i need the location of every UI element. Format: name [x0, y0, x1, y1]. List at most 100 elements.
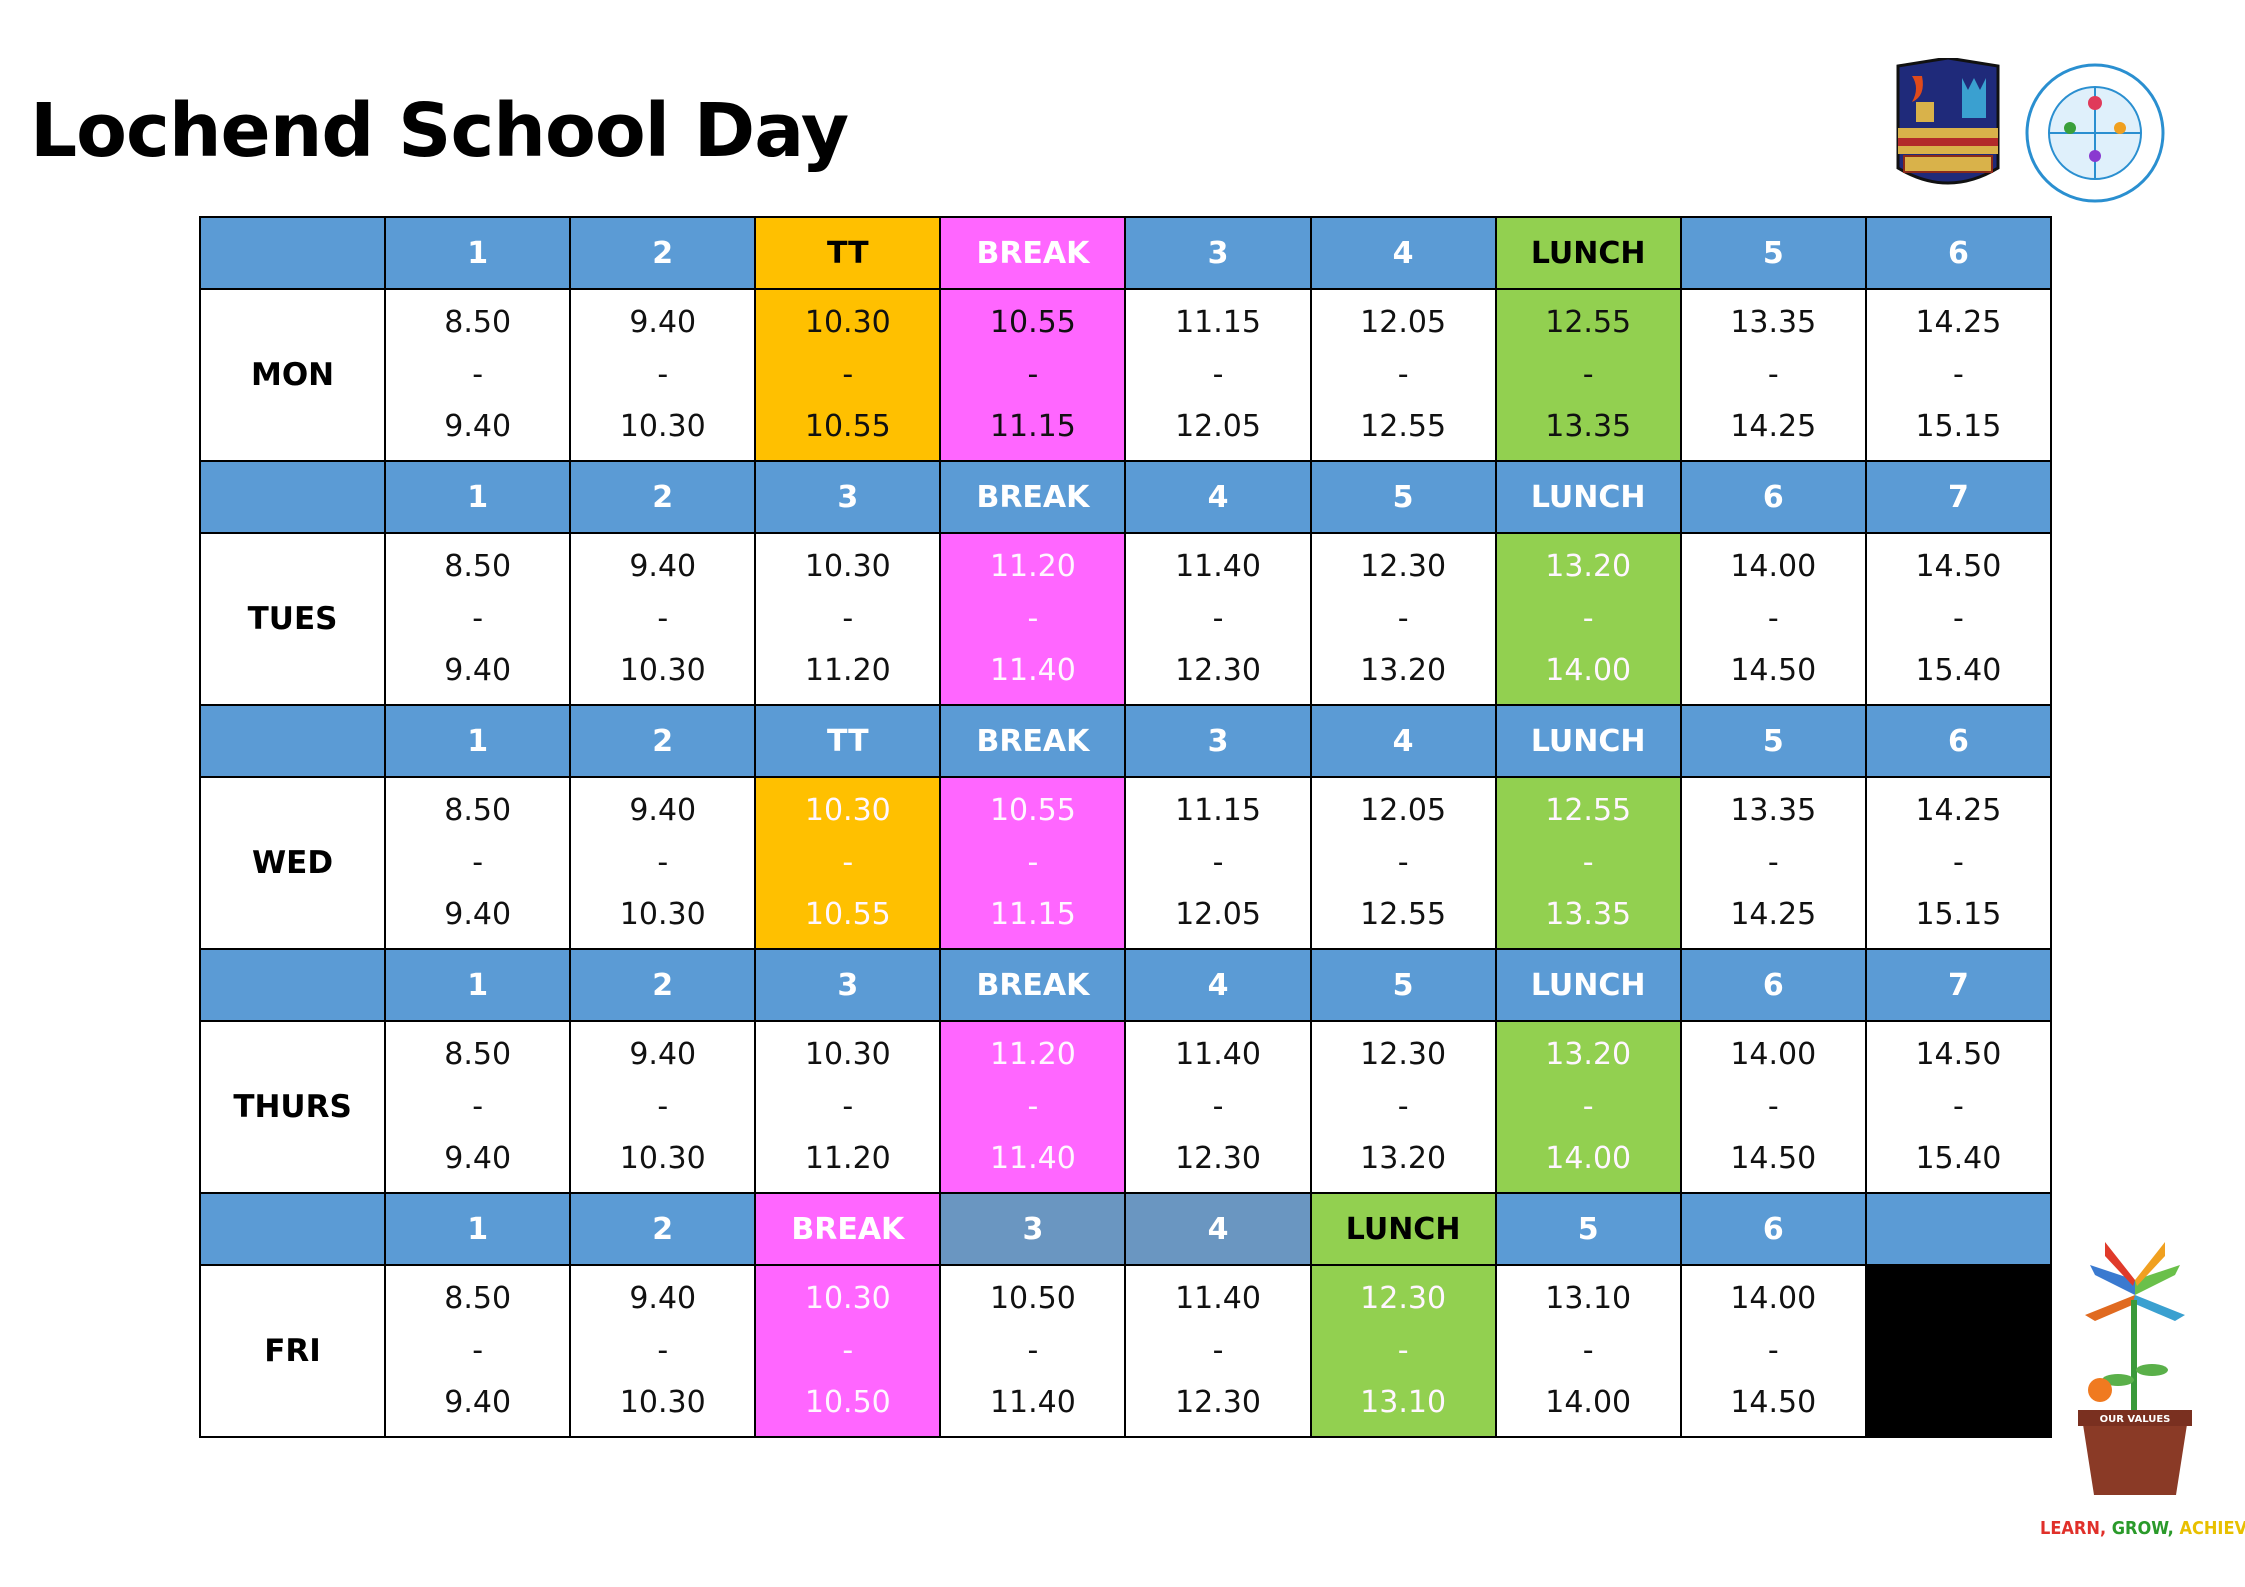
time-separator: -	[842, 601, 854, 636]
end-time: 9.40	[444, 897, 512, 932]
period-header-row: 1 2 TT BREAK 3 4 LUNCH 5 6	[198, 704, 2052, 778]
start-time: 12.05	[1360, 305, 1447, 340]
end-time: 12.05	[1175, 897, 1261, 932]
time-separator: -	[1582, 1089, 1594, 1124]
start-time: 11.20	[989, 549, 1076, 584]
start-time: 11.15	[1175, 793, 1261, 828]
period-time-cell: 13.35 - 14.25	[1679, 288, 1867, 462]
period-header-row: 1 2 TT BREAK 3 4 LUNCH 5 6	[198, 216, 2052, 290]
day-label: WED	[198, 776, 387, 950]
time-separator: -	[1952, 601, 1964, 636]
period-time-cell: 10.50 - 11.40	[939, 1264, 1127, 1438]
end-time: 12.30	[1175, 653, 1261, 688]
time-separator: -	[1212, 1089, 1224, 1124]
period-time-cell: 10.30 - 10.55	[754, 288, 942, 462]
time-separator: -	[842, 357, 854, 392]
time-separator: -	[1212, 1333, 1224, 1368]
timetable: 1 2 TT BREAK 3 4 LUNCH 5 6 MON 8.50-9.40 9.40-10.30…	[198, 216, 2052, 1438]
end-time: 11.40	[989, 1385, 1076, 1420]
header-blank-cell	[198, 460, 387, 534]
tagline-grow: GROW,	[2111, 1518, 2174, 1539]
end-time: 10.30	[619, 653, 706, 688]
period-time-cell: 11.15 - 12.05	[1124, 288, 1312, 462]
start-time: 10.30	[804, 793, 891, 828]
time-separator: -	[1952, 1089, 1964, 1124]
start-time: 9.40	[629, 793, 697, 828]
end-time: 9.40	[444, 1385, 512, 1420]
period-time-cell: 14.50 - 15.40	[1864, 1020, 2052, 1194]
header-blank-cell	[198, 948, 387, 1022]
our-values-label: OUR VALUES	[2100, 1414, 2171, 1425]
time-separator: -	[1397, 601, 1409, 636]
period-time-cell: 10.55 - 11.15	[939, 776, 1127, 950]
time-separator: -	[1397, 357, 1409, 392]
period-header-cell: 4	[1309, 216, 1497, 290]
start-time: 14.50	[1915, 1037, 2002, 1072]
period-header-cell: 2	[569, 216, 757, 290]
time-separator: -	[657, 1333, 669, 1368]
period-header-cell: 1	[384, 1192, 572, 1266]
period-header-cell: 2	[569, 1192, 757, 1266]
time-separator: -	[1027, 601, 1039, 636]
start-time: 11.20	[989, 1037, 1076, 1072]
period-header-cell: 4	[1124, 1192, 1312, 1266]
period-header-cell: 5	[1679, 704, 1867, 778]
period-time-cell: 10.30 - 10.50	[754, 1264, 942, 1438]
period-time-cell: 10.55 - 11.15	[939, 288, 1127, 462]
start-time: 12.05	[1360, 793, 1447, 828]
period-time-cell: 11.15 - 12.05	[1124, 776, 1312, 950]
period-header-cell: 2	[569, 460, 757, 534]
period-time-cell: 12.05 - 12.55	[1309, 776, 1497, 950]
start-time: 8.50	[444, 1281, 512, 1316]
period-header-cell: LUNCH	[1494, 460, 1682, 534]
flower-pot-icon: OUR VALUES	[2078, 1242, 2192, 1495]
end-time: 12.30	[1175, 1141, 1261, 1176]
period-header-cell: LUNCH	[1494, 216, 1682, 290]
school-crest-icon	[1896, 58, 2000, 185]
period-time-cell: 14.00 - 14.50	[1679, 1020, 1867, 1194]
period-time-cell: 14.00 - 14.50	[1679, 532, 1867, 706]
start-time: 12.30	[1360, 1037, 1447, 1072]
period-header-cell: 5	[1309, 948, 1497, 1022]
start-time: 10.30	[804, 305, 891, 340]
period-time-cell: 13.35 - 14.25	[1679, 776, 1867, 950]
start-time: 12.55	[1545, 793, 1632, 828]
time-separator: -	[1582, 845, 1594, 880]
end-time: 10.30	[619, 409, 706, 444]
period-header-cell: TT	[754, 216, 942, 290]
period-header-cell: 2	[569, 704, 757, 778]
time-separator: -	[1027, 1089, 1039, 1124]
end-time: 10.50	[804, 1385, 891, 1420]
period-time-cell: 11.40 - 12.30	[1124, 1020, 1312, 1194]
time-separator: -	[472, 1089, 484, 1124]
period-time-cell: 11.20 - 11.40	[939, 532, 1127, 706]
time-separator: -	[472, 1333, 484, 1368]
period-time-cell: 12.30 - 13.20	[1309, 532, 1497, 706]
period-time-cell: 13.20 - 14.00	[1494, 1020, 1682, 1194]
end-time: 11.20	[804, 653, 891, 688]
period-header-cell: 3	[1124, 704, 1312, 778]
school-logos	[1896, 58, 2165, 203]
time-separator: -	[1027, 357, 1039, 392]
start-time: 10.55	[989, 305, 1076, 340]
end-time: 14.00	[1545, 653, 1632, 688]
period-header-cell: 4	[1309, 704, 1497, 778]
time-separator: -	[842, 1333, 854, 1368]
start-time: 11.40	[1175, 549, 1261, 584]
period-header-cell: 5	[1494, 1192, 1682, 1266]
period-header-cell: 1	[384, 460, 572, 534]
period-header-cell: 1	[384, 948, 572, 1022]
period-header-cell: BREAK	[939, 948, 1127, 1022]
end-time: 13.35	[1545, 409, 1632, 444]
time-separator: -	[657, 1089, 669, 1124]
end-time: 10.30	[619, 1141, 706, 1176]
day-times-row: FRI 8.50-9.40 9.40-10.30 10.30-10.50 10.50-1…	[198, 1264, 2052, 1438]
end-time: 11.15	[989, 409, 1076, 444]
period-time-cell: 14.50 - 15.40	[1864, 532, 2052, 706]
start-time: 10.55	[989, 793, 1076, 828]
period-time-cell: 8.50 - 9.40	[384, 1264, 572, 1438]
period-header-row: 1 2 3 BREAK 4 5 LUNCH 6 7	[198, 460, 2052, 534]
period-header-cell: 2	[569, 948, 757, 1022]
end-time: 10.55	[804, 897, 891, 932]
start-time: 13.35	[1730, 793, 1817, 828]
